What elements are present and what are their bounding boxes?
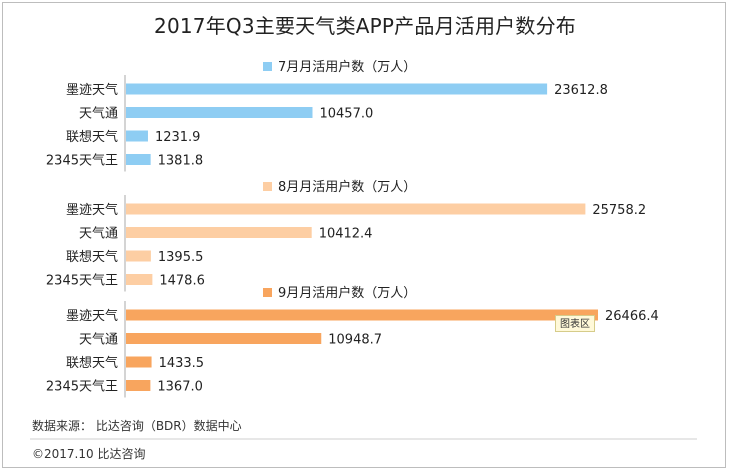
data-label: 1433.5 [159, 356, 205, 371]
bar [126, 107, 313, 118]
bar [126, 154, 151, 165]
category-label: 2345天气王 [46, 273, 118, 289]
data-label: 1395.5 [158, 250, 204, 265]
chart-area-tooltip: 图表区 [555, 315, 595, 332]
category-label: 2345天气王 [46, 379, 118, 395]
legend-swatch [263, 182, 272, 191]
bar [126, 380, 151, 391]
category-label: 联想天气 [66, 355, 118, 371]
category-label: 天气通 [79, 226, 118, 242]
bar [126, 130, 148, 142]
bar [126, 333, 322, 344]
chart-title: 2017年Q3主要天气类APP产品月活用户数分布 [154, 14, 576, 38]
category-label: 天气通 [79, 106, 118, 122]
data-label: 1381.8 [158, 154, 204, 169]
category-label: 墨迹天气 [66, 202, 118, 218]
chart-frame [2, 2, 726, 468]
bar [126, 309, 598, 321]
bar [126, 274, 153, 285]
source-note: 数据来源： 比达咨询（BDR）数据中心 [32, 419, 242, 433]
bar [126, 203, 586, 215]
category-label: 2345天气王 [46, 153, 118, 169]
data-label: 26466.4 [605, 309, 659, 324]
bar [126, 250, 151, 262]
data-label: 10457.0 [319, 107, 373, 122]
data-label: 10412.4 [319, 227, 373, 242]
legend-label: 8月月活用户数（万人） [278, 179, 416, 195]
bar [126, 227, 312, 238]
data-label: 1231.9 [155, 130, 201, 145]
data-label: 10948.7 [328, 333, 382, 348]
data-label: 1478.6 [159, 274, 205, 289]
legend-label: 9月月活用户数（万人） [278, 285, 416, 301]
data-label: 25758.2 [592, 203, 646, 218]
category-label: 联想天气 [66, 249, 118, 265]
bar [126, 356, 152, 368]
category-label: 联想天气 [66, 129, 118, 145]
copyright-note: ©2017.10 比达咨询 [32, 447, 146, 461]
legend-swatch [263, 62, 272, 71]
category-label: 墨迹天气 [66, 308, 118, 324]
category-label: 墨迹天气 [66, 82, 118, 98]
bar [126, 83, 548, 95]
legend-label: 7月月活用户数（万人） [278, 59, 416, 75]
data-label: 23612.8 [554, 83, 608, 98]
legend-swatch [263, 288, 272, 297]
category-label: 天气通 [79, 332, 118, 348]
data-label: 1367.0 [157, 380, 203, 395]
